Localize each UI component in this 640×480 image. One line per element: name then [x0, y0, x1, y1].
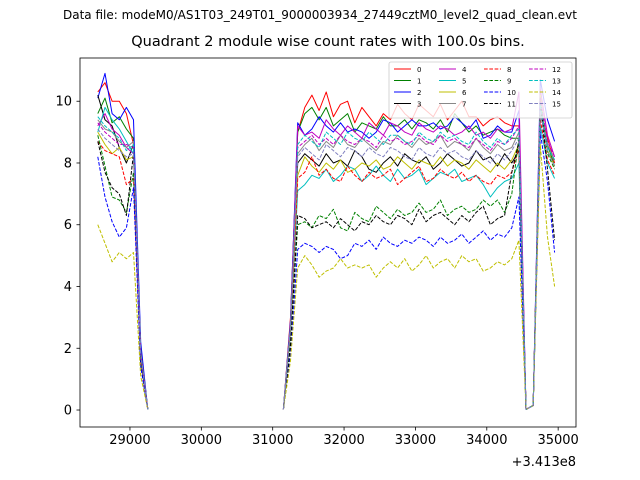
y-tick-label: 10	[55, 95, 72, 110]
series-line-14	[282, 144, 556, 410]
legend-label-10: 10	[507, 89, 516, 97]
legend-label-8: 8	[507, 66, 511, 74]
legend-label-5: 5	[462, 78, 466, 86]
series-line-10	[282, 131, 556, 410]
series-line-11	[282, 100, 556, 410]
series-line-3	[282, 106, 556, 410]
legend-label-7: 7	[462, 101, 466, 109]
legend-label-0: 0	[417, 66, 421, 74]
x-tick-label: 31000	[252, 433, 293, 448]
series-line-5	[282, 125, 556, 410]
legend-label-3: 3	[417, 101, 421, 109]
legend-label-6: 6	[462, 89, 467, 97]
legend-label-1: 1	[417, 78, 421, 86]
legend-label-13: 13	[552, 78, 561, 86]
x-tick-label: 29000	[109, 433, 150, 448]
x-tick-label: 35000	[537, 433, 578, 448]
y-tick-label: 2	[64, 342, 72, 357]
x-tick-label: 34000	[466, 433, 507, 448]
legend-label-12: 12	[552, 66, 561, 74]
series-line-14	[97, 224, 149, 410]
x-offset-label: +3.413e8	[512, 455, 576, 470]
legend-box	[388, 61, 573, 119]
legend-label-11: 11	[507, 101, 516, 109]
x-tick-label: 32000	[323, 433, 364, 448]
legend-label-14: 14	[552, 89, 561, 97]
y-tick-label: 6	[64, 218, 72, 233]
chart-title: Quadrant 2 module wise count rates with …	[131, 34, 525, 50]
series-line-13	[282, 103, 556, 410]
legend-label-2: 2	[417, 89, 421, 97]
series-line-10	[97, 156, 149, 410]
series-line-4	[282, 88, 556, 410]
legend-label-4: 4	[462, 66, 467, 74]
y-tick-label: 0	[64, 404, 72, 419]
axes-frame	[79, 57, 577, 428]
series-line-2	[282, 79, 556, 410]
x-tick-label: 30000	[181, 433, 222, 448]
series-line-12	[282, 97, 556, 410]
y-tick-label: 8	[64, 156, 72, 171]
y-tick-label: 4	[64, 280, 72, 295]
series-line-15	[97, 128, 149, 410]
figure-suptitle: Data file: modeM0/AS1T03_249T01_90000039…	[63, 8, 577, 22]
x-tick-label: 33000	[395, 433, 436, 448]
legend-label-9: 9	[507, 78, 511, 86]
series-line-1	[282, 106, 556, 410]
series-line-15	[282, 110, 556, 410]
legend-label-15: 15	[552, 101, 561, 109]
series-line-6	[282, 94, 556, 410]
series-line-9	[282, 97, 556, 410]
series-line-7	[282, 113, 556, 410]
